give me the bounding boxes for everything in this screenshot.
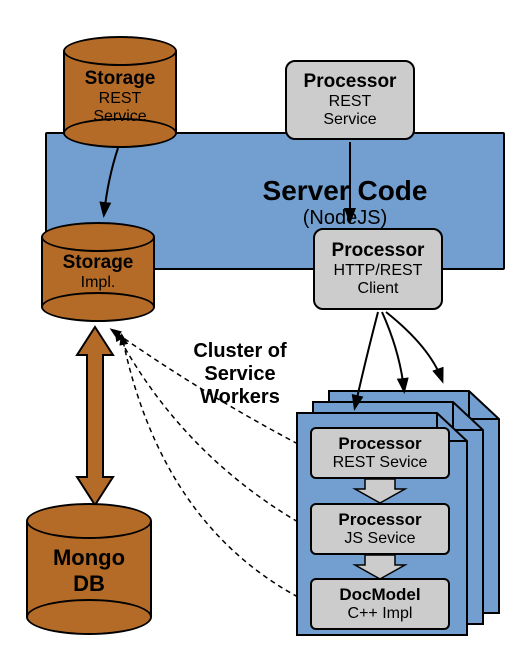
docmodel-line1: C++ Impl (348, 605, 413, 623)
storage-impl-line1: Impl. (41, 274, 155, 292)
processor-client-title: Processor (332, 240, 425, 262)
storage-rest-line2: Service (63, 108, 177, 126)
storage-mongo-arrow (75, 327, 115, 507)
storage-rest-cylinder: Storage REST Service (63, 36, 177, 148)
mongo-cylinder: Mongo DB (26, 503, 152, 633)
storage-impl-cylinder: Storage Impl. (41, 222, 155, 322)
cluster-line1: Cluster of (175, 340, 305, 363)
arrow-client-workers (370, 312, 500, 422)
proc-rest-box: Processor REST Sevice (310, 427, 450, 479)
storage-rest-line1: REST (63, 90, 177, 108)
arrow-storage-rest-impl (100, 148, 140, 228)
processor-rest-line2: Service (323, 111, 376, 129)
docmodel-title: DocModel (339, 585, 420, 605)
proc-js-title: Processor (338, 510, 421, 530)
cluster-line3: Workers (175, 386, 305, 409)
processor-rest-line1: REST (329, 93, 372, 111)
processor-rest-title: Processor (304, 71, 397, 93)
processor-rest-box: Processor REST Service (285, 60, 415, 140)
processor-client-box: Processor HTTP/REST Client (313, 228, 443, 310)
docmodel-box: DocModel C++ Impl (310, 578, 450, 630)
cluster-label: Cluster of Service Workers (175, 340, 305, 409)
proc-rest-title: Processor (338, 434, 421, 454)
proc-js-box: Processor JS Sevice (310, 503, 450, 555)
processor-client-line1: HTTP/REST (334, 262, 423, 280)
cluster-line2: Service (175, 363, 305, 386)
storage-rest-title: Storage (63, 68, 177, 90)
architecture-diagram: Server Code (NodeJS) Storage REST Servic… (0, 0, 521, 648)
mongo-line1: DB (26, 571, 152, 597)
storage-impl-title: Storage (41, 252, 155, 274)
proc-js-line1: JS Sevice (344, 530, 415, 548)
arrow-proc-rest-client (340, 142, 370, 232)
processor-client-line2: Client (358, 280, 399, 298)
mongo-title: Mongo (26, 545, 152, 571)
block-arrow-1 (355, 479, 405, 505)
proc-rest-line1: REST Sevice (333, 454, 428, 472)
